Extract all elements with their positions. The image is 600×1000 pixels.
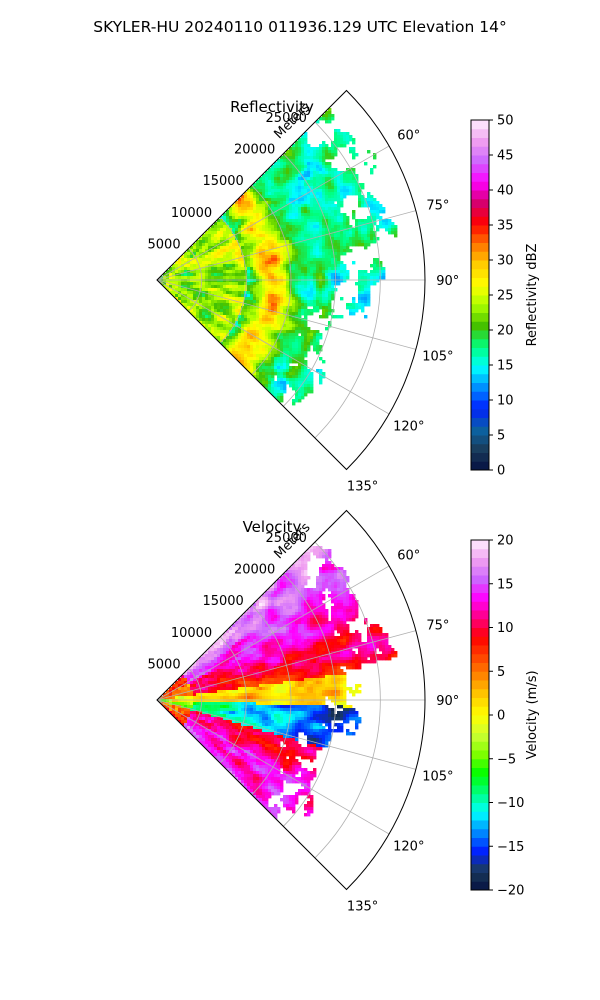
velocity-field	[157, 546, 398, 820]
reflectivity-colorbar: 0 5 10 15 20 25 30 35 40 45 50 Reflectiv…	[470, 114, 540, 479]
colorbar-tick-label: 0	[497, 709, 505, 724]
colorbar-tick-label: 45	[497, 149, 514, 164]
radial-tick-label: 15000	[202, 594, 243, 609]
velocity-angle-ticks: 60° 75° 90° 105° 120° 135°	[347, 549, 459, 915]
azimuth-spoke	[156, 699, 390, 835]
radial-tick-label: 10000	[171, 206, 212, 221]
angle-tick-label: 120°	[393, 419, 424, 434]
colorbar-tick-label: 5	[497, 665, 505, 680]
angle-tick-label: 60°	[397, 129, 420, 144]
azimuth-spoke	[156, 145, 390, 281]
figure-title: SKYLER-HU 20240110 011936.129 UTC Elevat…	[93, 18, 507, 36]
reflectivity-title: Reflectivity	[230, 98, 314, 116]
colorbar-tick-label: 15	[497, 359, 514, 374]
angle-tick-label: 90°	[436, 274, 459, 289]
colorbar-tick-label: 10	[497, 621, 514, 636]
radial-tick-label: 20000	[234, 143, 275, 158]
radial-tick-label: 5000	[148, 237, 181, 252]
radial-tick-label: 25000	[266, 531, 307, 546]
colorbar-tick-label: 35	[497, 219, 514, 234]
colorbar-tick-label: 10	[497, 394, 514, 409]
azimuth-spoke	[156, 279, 390, 415]
radial-tick-label: 10000	[171, 626, 212, 641]
colorbar-tick-label: 5	[497, 429, 505, 444]
reflectivity-panel: Reflectivity 5000 10000 15000 20000 2500…	[148, 89, 540, 495]
angle-tick-label: 105°	[422, 349, 453, 364]
colorbar-tick-label: 20	[497, 324, 514, 339]
angle-tick-label: 135°	[347, 900, 378, 915]
angle-tick-label: 105°	[422, 769, 453, 784]
colorbar-tick-label: 0	[497, 464, 505, 479]
colorbar-label: Reflectivity dBZ	[525, 244, 540, 347]
colorbar-tick-label: 20	[497, 534, 514, 549]
colorbar-tick-label: −10	[497, 796, 524, 811]
radial-tick-label: 20000	[234, 563, 275, 578]
colorbar-tick-label: 15	[497, 577, 514, 592]
angle-tick-label: 120°	[393, 839, 424, 854]
angle-tick-label: 90°	[436, 694, 459, 709]
colorbar-tick-label: 40	[497, 184, 514, 199]
reflectivity-field	[157, 108, 398, 406]
velocity-colorbar: −20 −15 −10 −5 0 5 10 15 20 Velocity (m/…	[470, 534, 540, 899]
velocity-sector-frame	[156, 509, 426, 891]
angle-tick-label: 75°	[426, 619, 449, 634]
angle-tick-label: 75°	[426, 199, 449, 214]
colorbar-tick-label: 25	[497, 289, 514, 304]
azimuth-spoke	[156, 279, 416, 350]
colorbar-tick-label: −15	[497, 840, 524, 855]
azimuth-spoke	[156, 210, 416, 281]
azimuth-spoke	[156, 699, 416, 770]
angle-tick-label: 60°	[397, 549, 420, 564]
velocity-title: Velocity	[243, 518, 302, 536]
velocity-panel: Velocity 5000 10000 15000 20000 25000 Me…	[148, 509, 540, 915]
reflectivity-polar-grid	[156, 121, 425, 470]
azimuth-spoke	[156, 565, 390, 701]
colorbar-label: Velocity (m/s)	[525, 670, 540, 759]
colorbar-tick-label: 30	[497, 254, 514, 269]
angle-tick-label: 135°	[347, 480, 378, 495]
colorbar-tick-label: −5	[497, 752, 516, 767]
azimuth-spoke	[156, 630, 416, 701]
colorbar-tick-label: 50	[497, 114, 514, 129]
radial-tick-label: 25000	[266, 111, 307, 126]
reflectivity-angle-ticks: 60° 75° 90° 105° 120° 135°	[347, 129, 459, 495]
reflectivity-sector-frame	[156, 89, 426, 471]
colorbar-tick-label: −20	[497, 884, 524, 899]
radial-tick-label: 15000	[202, 174, 243, 189]
radial-tick-label: 5000	[148, 657, 181, 672]
